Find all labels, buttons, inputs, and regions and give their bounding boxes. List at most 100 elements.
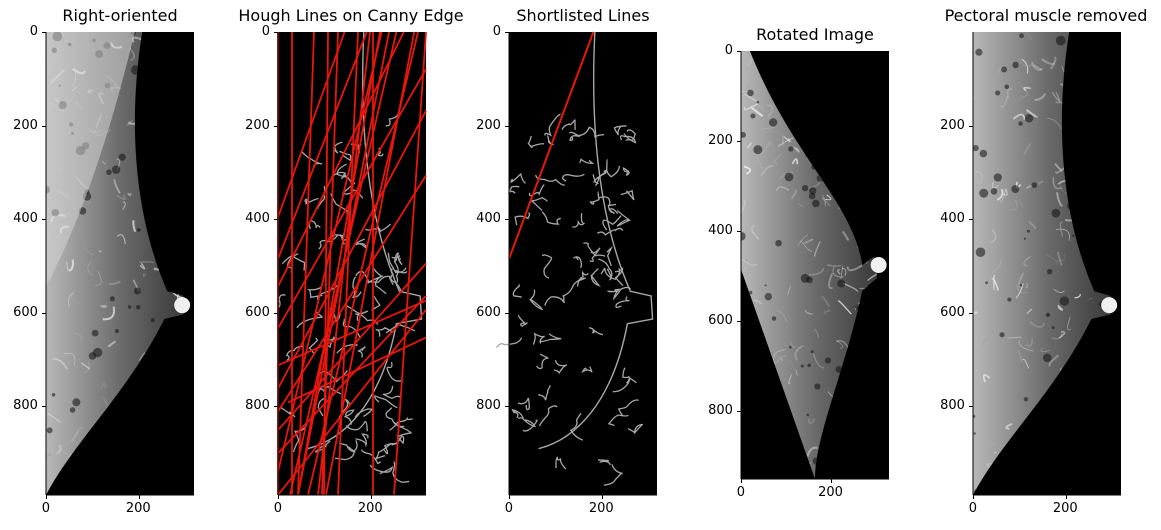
y-tick-label: 800 bbox=[940, 398, 965, 414]
y-tick bbox=[274, 406, 278, 408]
image-panel bbox=[276, 31, 427, 496]
x-tick bbox=[601, 495, 603, 499]
y-tick-label: 0 bbox=[29, 24, 38, 39]
panel-image bbox=[496, 31, 657, 496]
x-tick-label: 200 bbox=[357, 501, 383, 516]
hough-line bbox=[277, 295, 427, 454]
panel-title: Hough Lines on Canny Edge bbox=[238, 6, 464, 25]
x-tick-label: 200 bbox=[818, 485, 843, 500]
panel-image bbox=[972, 32, 1121, 496]
y-tick bbox=[737, 231, 741, 233]
x-tick-label: 0 bbox=[273, 501, 283, 516]
y-tick-label: 0 bbox=[492, 24, 501, 39]
y-tick bbox=[505, 312, 509, 314]
hough-line bbox=[287, 336, 427, 404]
y-tick-label: 800 bbox=[245, 398, 270, 414]
shortlisted-line bbox=[508, 31, 595, 260]
y-tick bbox=[42, 312, 46, 314]
y-tick-label: 200 bbox=[245, 117, 270, 133]
x-tick bbox=[1065, 495, 1067, 499]
y-tick-label: 400 bbox=[940, 211, 965, 227]
image-panel bbox=[740, 51, 889, 480]
y-tick bbox=[274, 125, 278, 127]
y-tick-label: 200 bbox=[476, 117, 501, 133]
y-tick bbox=[42, 32, 46, 33]
y-tick bbox=[737, 141, 741, 143]
x-tick bbox=[370, 495, 372, 499]
x-tick-label: 0 bbox=[41, 501, 51, 516]
hough-line bbox=[297, 31, 390, 496]
panel-image bbox=[276, 31, 427, 496]
y-tick-label: 0 bbox=[261, 24, 270, 39]
y-tick bbox=[274, 312, 278, 314]
hough-line bbox=[277, 299, 427, 367]
y-tick-label: 800 bbox=[708, 403, 733, 419]
x-tick bbox=[973, 495, 974, 499]
hough-line bbox=[277, 31, 405, 288]
y-tick bbox=[42, 406, 46, 408]
y-tick-label: 200 bbox=[940, 117, 965, 133]
hough-line bbox=[277, 175, 427, 413]
hough-line bbox=[277, 262, 427, 431]
x-tick-label: 0 bbox=[968, 501, 978, 516]
y-tick bbox=[969, 406, 973, 408]
hough-line bbox=[321, 31, 339, 496]
y-tick-label: 600 bbox=[476, 304, 501, 320]
y-tick-label: 600 bbox=[13, 304, 38, 320]
hough-line bbox=[277, 309, 427, 496]
y-tick-label: 600 bbox=[245, 304, 270, 320]
panel-title: Right-oriented bbox=[62, 6, 178, 25]
y-tick bbox=[737, 411, 741, 413]
x-tick-label: 200 bbox=[1052, 501, 1078, 516]
y-tick bbox=[737, 51, 741, 52]
hough-line bbox=[325, 31, 416, 496]
panel-title: Shortlisted Lines bbox=[516, 6, 650, 25]
hough-line bbox=[277, 110, 427, 389]
panel-image bbox=[45, 32, 194, 496]
y-tick bbox=[505, 32, 509, 33]
y-tick bbox=[969, 312, 973, 314]
y-tick-label: 400 bbox=[476, 211, 501, 227]
y-tick-label: 0 bbox=[724, 43, 733, 58]
y-tick-label: 400 bbox=[245, 211, 270, 227]
image-panel bbox=[496, 31, 657, 496]
x-tick bbox=[830, 479, 832, 483]
y-tick-label: 600 bbox=[940, 304, 965, 320]
x-tick-label: 0 bbox=[736, 485, 746, 500]
y-tick bbox=[505, 125, 509, 127]
y-tick-label: 800 bbox=[13, 398, 38, 414]
y-tick-label: 400 bbox=[13, 211, 38, 227]
y-tick bbox=[274, 32, 278, 33]
y-tick bbox=[505, 406, 509, 408]
y-tick bbox=[274, 219, 278, 221]
image-panel bbox=[972, 32, 1121, 496]
x-tick-label: 0 bbox=[504, 501, 514, 516]
y-tick bbox=[42, 125, 46, 127]
hough-line bbox=[297, 31, 315, 496]
y-tick bbox=[42, 219, 46, 221]
y-tick-label: 400 bbox=[708, 223, 733, 239]
y-tick-label: 600 bbox=[708, 313, 733, 329]
x-tick bbox=[46, 495, 47, 499]
x-tick-label: 200 bbox=[588, 501, 614, 516]
y-tick-label: 800 bbox=[476, 398, 501, 414]
panel-title: Rotated Image bbox=[756, 25, 874, 44]
x-tick bbox=[741, 479, 742, 483]
y-tick-label: 200 bbox=[13, 117, 38, 133]
y-tick bbox=[505, 219, 509, 221]
y-tick bbox=[969, 125, 973, 127]
hough-line bbox=[393, 31, 427, 496]
hough-line bbox=[277, 68, 427, 329]
panel-image bbox=[740, 51, 889, 480]
hough-line bbox=[277, 31, 368, 260]
hough-line bbox=[277, 31, 346, 218]
x-tick bbox=[138, 495, 140, 499]
image-panel bbox=[45, 32, 194, 496]
y-tick-label: 200 bbox=[708, 133, 733, 149]
y-tick bbox=[737, 321, 741, 323]
x-tick-label: 200 bbox=[125, 501, 151, 516]
panel-title: Pectoral muscle removed bbox=[944, 6, 1148, 25]
x-tick bbox=[509, 495, 510, 499]
x-tick bbox=[278, 495, 279, 499]
y-tick bbox=[969, 219, 973, 221]
